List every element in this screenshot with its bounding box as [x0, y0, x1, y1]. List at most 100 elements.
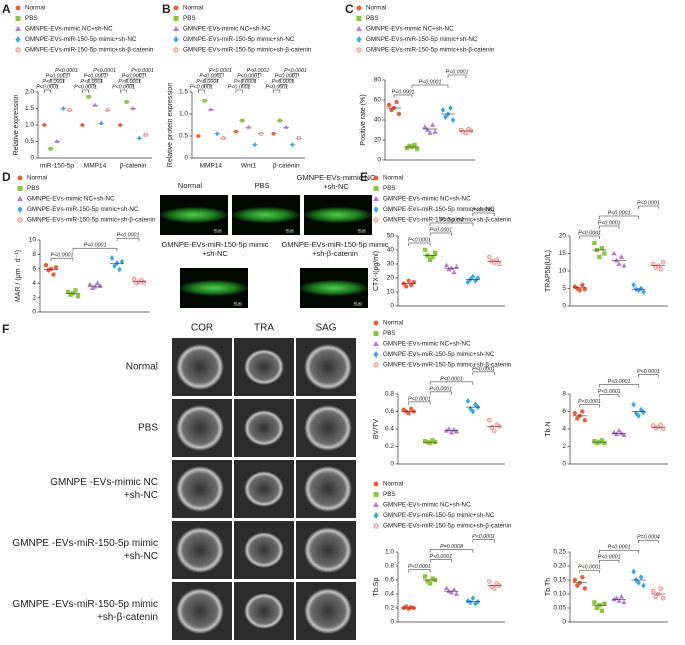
y-tick-label: 0	[377, 157, 381, 164]
significance-bracket	[72, 247, 118, 252]
point	[252, 142, 257, 148]
p-value: P<0.0001	[196, 79, 219, 85]
significance-bracket	[599, 559, 620, 564]
significance-bracket	[50, 84, 58, 88]
panel-letter: A	[2, 2, 11, 16]
legend-label: GMNPE-EVs-mimic NC+sh-NC	[383, 341, 471, 348]
y-tick-label: 20	[559, 233, 567, 240]
y-tick-label: 40	[374, 117, 382, 124]
point	[611, 250, 617, 256]
y-tick-label: 2.0	[25, 89, 34, 96]
point	[173, 36, 179, 43]
y-axis-label: Tb.Th	[545, 578, 552, 596]
point	[430, 254, 435, 260]
p-value: P<0.0001	[234, 79, 257, 85]
y-tick-label: 40	[387, 247, 395, 254]
y-tick-label: 0.4	[385, 591, 394, 598]
point	[386, 102, 392, 108]
point	[613, 431, 620, 437]
legend-label: GMNPE-EVs-miR-150-5p mimic+sh-NC	[383, 351, 495, 358]
p-value: P<0.0001	[42, 79, 65, 85]
significance-bracket	[126, 84, 134, 88]
point	[658, 267, 663, 272]
bone	[304, 588, 352, 634]
point	[631, 401, 636, 408]
point	[427, 581, 433, 586]
point	[373, 491, 379, 497]
y-tick-label: 4	[32, 280, 36, 287]
point	[638, 574, 644, 581]
fluorescence	[160, 207, 228, 223]
point	[94, 280, 101, 286]
p-value: P<0.0001	[190, 84, 213, 90]
legend-label: Normal	[366, 5, 386, 12]
y-tick-label: 10	[29, 237, 37, 244]
point	[283, 124, 289, 129]
significance-bracket	[429, 391, 452, 395]
scale-bar-label: 20 μm	[286, 228, 295, 232]
significance-bracket	[408, 401, 431, 405]
column-header: SAG	[315, 323, 336, 334]
significance-bracket	[139, 73, 146, 77]
p-value: P<0.0001	[117, 233, 140, 239]
y-tick-label: 0.4	[385, 426, 394, 433]
scale-bar-label: 20 μm	[234, 301, 243, 305]
point	[61, 105, 66, 112]
point	[443, 585, 450, 591]
legend-label: GMNPE-EVs-mimic NC+sh-NC	[383, 502, 471, 509]
point	[373, 330, 379, 336]
y-tick-label: 8	[32, 251, 36, 258]
point	[422, 574, 428, 579]
significance-bracket	[579, 235, 600, 239]
point	[577, 288, 582, 293]
point	[616, 598, 622, 603]
y-axis-label: Relative protein expression	[167, 83, 174, 168]
point	[15, 25, 21, 32]
significance-bracket	[88, 78, 102, 82]
legend-label: PBS	[383, 491, 396, 498]
point	[422, 247, 428, 253]
point	[641, 582, 646, 589]
significance-bracket	[599, 549, 639, 554]
y-tick-label: 0.5	[25, 138, 34, 145]
legend-label: PBS	[383, 185, 396, 192]
row-label: GMNPE -EVs-mimic NC	[50, 477, 158, 488]
point	[432, 129, 438, 134]
point	[451, 269, 457, 275]
p-value: P=0.0008	[440, 544, 463, 550]
point	[65, 289, 71, 295]
point	[582, 418, 587, 423]
point	[633, 410, 639, 417]
y-tick-label: 6	[32, 266, 36, 273]
y-axis-label: Tb.N	[545, 421, 552, 436]
column-header: COR	[191, 323, 213, 334]
p-value: P<0.0001	[122, 73, 145, 79]
significance-bracket	[429, 222, 474, 226]
legend-label: PBS	[383, 330, 396, 337]
p-value: P<0.0001	[472, 366, 495, 372]
point	[296, 136, 301, 141]
point	[638, 406, 644, 413]
point	[373, 501, 379, 508]
point	[414, 146, 420, 152]
bone	[244, 410, 284, 446]
point	[112, 262, 117, 269]
row-label: GMNPE -EVs-miR-150-5p mimic	[12, 538, 158, 549]
point	[17, 175, 23, 181]
fluorescence	[232, 207, 300, 223]
p-value: P<0.0001	[199, 73, 222, 79]
p-value: P<0.0001	[74, 84, 97, 90]
point	[631, 568, 636, 575]
significance-bracket	[472, 371, 495, 375]
point	[394, 99, 399, 105]
significance-bracket	[204, 78, 218, 82]
bone	[304, 405, 352, 451]
y-tick-label: 60	[374, 97, 382, 104]
significance-bracket	[429, 559, 452, 563]
point	[432, 250, 438, 255]
p-value: P<0.0001	[275, 73, 298, 79]
point	[611, 429, 617, 435]
p-value: P<0.0001	[578, 399, 601, 405]
significance-bracket	[638, 205, 659, 209]
point	[373, 186, 379, 192]
